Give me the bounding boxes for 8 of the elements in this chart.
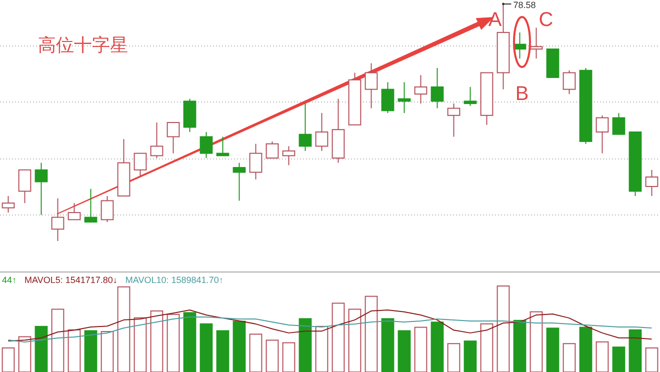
annotation: 78.58 bbox=[513, 0, 536, 10]
text: MAVOL10: 1589841.70↑ bbox=[125, 275, 224, 285]
text: 高位十字星 bbox=[38, 35, 128, 55]
text: MAVOL5: 1541717.80↓ bbox=[24, 275, 118, 285]
annotation: A bbox=[488, 9, 502, 31]
annotation: C bbox=[538, 9, 554, 31]
text: 44↑ bbox=[2, 275, 17, 285]
annotation: B bbox=[515, 83, 529, 105]
